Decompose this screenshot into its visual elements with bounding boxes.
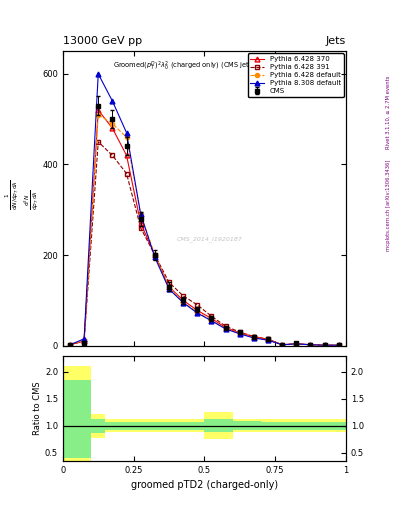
- Text: Rivet 3.1.10, ≥ 2.7M events: Rivet 3.1.10, ≥ 2.7M events: [386, 76, 391, 150]
- Pythia 6.428 391: [167, 279, 171, 285]
- Pythia 8.308 default: [138, 211, 143, 218]
- Text: mcplots.cern.ch [arXiv:1306.3436]: mcplots.cern.ch [arXiv:1306.3436]: [386, 159, 391, 250]
- Pythia 6.428 default: [294, 341, 299, 347]
- Pythia 6.428 370: [308, 342, 313, 348]
- Pythia 6.428 default: [152, 252, 157, 258]
- Pythia 6.428 default: [138, 211, 143, 218]
- Pythia 6.428 370: [252, 333, 256, 339]
- Pythia 6.428 default: [68, 342, 72, 348]
- Text: 13000 GeV pp: 13000 GeV pp: [63, 36, 142, 46]
- Pythia 8.308 default: [252, 335, 256, 341]
- Pythia 6.428 default: [110, 121, 115, 127]
- Pythia 6.428 391: [195, 302, 200, 308]
- Pythia 6.428 370: [181, 297, 185, 304]
- Y-axis label: Ratio to CMS: Ratio to CMS: [33, 381, 42, 435]
- Pythia 6.428 391: [138, 225, 143, 231]
- Pythia 8.308 default: [110, 98, 115, 104]
- Text: $\frac{1}{\mathrm{d}N/\mathrm{d}p_T\,\mathrm{d}\lambda}$
$\frac{\mathrm{d}^2N}{\: $\frac{1}{\mathrm{d}N/\mathrm{d}p_T\,\ma…: [4, 179, 41, 210]
- Pythia 6.428 391: [124, 170, 129, 177]
- Pythia 6.428 370: [110, 125, 115, 131]
- Pythia 6.428 370: [209, 315, 214, 322]
- Pythia 6.428 370: [68, 342, 72, 348]
- Pythia 6.428 default: [237, 330, 242, 336]
- Pythia 6.428 370: [294, 341, 299, 347]
- Pythia 6.428 default: [82, 337, 86, 343]
- Pythia 6.428 370: [138, 220, 143, 226]
- Text: Groomed$(p_T^D)^2\lambda_0^2$ (charged only) (CMS jet substructure): Groomed$(p_T^D)^2\lambda_0^2$ (charged o…: [113, 60, 296, 73]
- Pythia 6.428 370: [152, 252, 157, 258]
- X-axis label: groomed pTD2 (charged-only): groomed pTD2 (charged-only): [131, 480, 278, 490]
- Pythia 6.428 default: [96, 112, 101, 118]
- Pythia 8.308 default: [181, 300, 185, 306]
- Pythia 6.428 391: [336, 342, 341, 348]
- Pythia 6.428 370: [124, 152, 129, 158]
- Pythia 6.428 391: [82, 338, 86, 344]
- Text: CMS_2014_I1920187: CMS_2014_I1920187: [177, 237, 243, 243]
- Pythia 6.428 370: [336, 342, 341, 348]
- Pythia 6.428 391: [237, 329, 242, 335]
- Legend: Pythia 6.428 370, Pythia 6.428 391, Pythia 6.428 default, Pythia 8.308 default, : Pythia 6.428 370, Pythia 6.428 391, Pyth…: [248, 53, 344, 97]
- Pythia 6.428 370: [82, 338, 86, 344]
- Pythia 6.428 391: [223, 323, 228, 329]
- Pythia 6.428 391: [252, 333, 256, 339]
- Pythia 6.428 391: [294, 341, 299, 347]
- Line: Pythia 6.428 391: Pythia 6.428 391: [68, 140, 341, 347]
- Pythia 6.428 default: [308, 342, 313, 348]
- Line: Pythia 6.428 370: Pythia 6.428 370: [68, 108, 341, 348]
- Pythia 6.428 default: [252, 334, 256, 340]
- Pythia 8.308 default: [124, 130, 129, 136]
- Pythia 6.428 370: [237, 330, 242, 336]
- Pythia 6.428 370: [167, 284, 171, 290]
- Line: Pythia 6.428 default: Pythia 6.428 default: [68, 113, 341, 347]
- Pythia 6.428 391: [68, 342, 72, 348]
- Pythia 6.428 370: [266, 336, 270, 343]
- Pythia 8.308 default: [167, 286, 171, 292]
- Pythia 8.308 default: [322, 342, 327, 348]
- Pythia 8.308 default: [68, 342, 72, 348]
- Pythia 6.428 default: [336, 342, 341, 348]
- Pythia 6.428 391: [110, 152, 115, 158]
- Pythia 6.428 391: [96, 139, 101, 145]
- Pythia 6.428 default: [124, 134, 129, 140]
- Pythia 6.428 391: [209, 313, 214, 319]
- Pythia 6.428 default: [266, 337, 270, 343]
- Pythia 8.308 default: [195, 310, 200, 316]
- Pythia 6.428 391: [322, 342, 327, 348]
- Pythia 6.428 default: [167, 284, 171, 290]
- Pythia 6.428 370: [223, 325, 228, 331]
- Pythia 6.428 default: [280, 342, 285, 348]
- Pythia 6.428 370: [195, 307, 200, 313]
- Pythia 6.428 391: [181, 293, 185, 299]
- Pythia 8.308 default: [237, 331, 242, 337]
- Text: Jets: Jets: [325, 36, 346, 46]
- Pythia 8.308 default: [96, 71, 101, 77]
- Pythia 8.308 default: [280, 342, 285, 348]
- Pythia 8.308 default: [82, 336, 86, 342]
- Pythia 8.308 default: [266, 337, 270, 343]
- Pythia 6.428 391: [266, 336, 270, 343]
- Pythia 8.308 default: [152, 254, 157, 261]
- Pythia 6.428 default: [181, 300, 185, 306]
- Pythia 8.308 default: [223, 326, 228, 332]
- Pythia 6.428 default: [322, 342, 327, 348]
- Pythia 8.308 default: [209, 317, 214, 324]
- Pythia 6.428 default: [195, 309, 200, 315]
- Pythia 8.308 default: [336, 342, 341, 348]
- Pythia 6.428 default: [209, 317, 214, 324]
- Pythia 6.428 370: [96, 107, 101, 113]
- Pythia 6.428 391: [308, 342, 313, 348]
- Line: Pythia 8.308 default: Pythia 8.308 default: [68, 71, 341, 348]
- Pythia 6.428 391: [280, 342, 285, 348]
- Pythia 8.308 default: [308, 342, 313, 348]
- Pythia 6.428 370: [280, 342, 285, 348]
- Pythia 6.428 391: [152, 252, 157, 258]
- Pythia 8.308 default: [294, 341, 299, 347]
- Pythia 6.428 default: [223, 325, 228, 331]
- Pythia 6.428 370: [322, 342, 327, 348]
